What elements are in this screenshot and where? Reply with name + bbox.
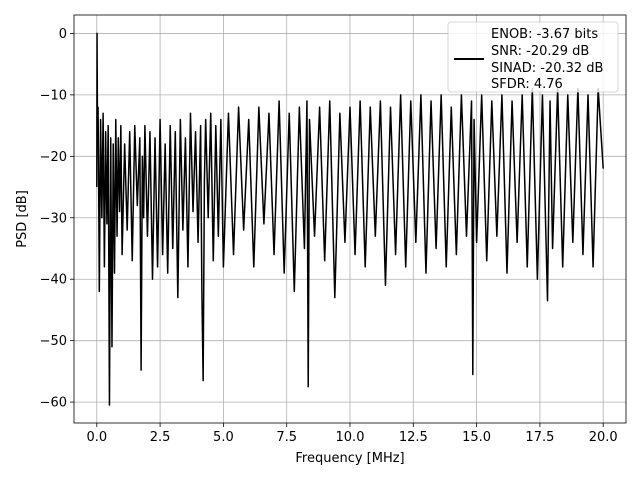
legend-box bbox=[447, 21, 619, 93]
x-tick-label: 17.5 bbox=[525, 430, 554, 445]
x-axis-label: Frequency [MHz] bbox=[295, 451, 404, 466]
data-layer bbox=[96, 32, 604, 406]
x-tick-label: 5.0 bbox=[213, 430, 234, 445]
x-tick-label: 10.0 bbox=[336, 430, 365, 445]
x-tick-label: 12.5 bbox=[399, 430, 428, 445]
y-tick-label: −50 bbox=[40, 334, 67, 349]
x-tick-label: 20.0 bbox=[589, 430, 618, 445]
y-axis: 0 −10 −20 −30 −40 −50 −60 bbox=[40, 27, 74, 411]
legend-sinad: SINAD: -20.32 dB bbox=[491, 61, 603, 76]
y-tick-label: −30 bbox=[40, 211, 67, 226]
y-axis-label: PSD [dB] bbox=[15, 190, 30, 248]
x-tick-label: 15.0 bbox=[462, 430, 491, 445]
y-tick-label: −60 bbox=[40, 396, 67, 411]
x-tick-label: 2.5 bbox=[150, 430, 171, 445]
legend-snr: SNR: -20.29 dB bbox=[491, 44, 589, 59]
y-tick-label: −40 bbox=[40, 273, 67, 288]
x-axis: 0.0 2.5 5.0 7.5 10.0 12.5 15.0 17.5 20.0 bbox=[86, 423, 618, 445]
y-tick-label: −10 bbox=[40, 88, 67, 103]
y-tick-label: −20 bbox=[40, 150, 67, 165]
psd-series-line bbox=[96, 32, 604, 406]
legend: ENOB: -3.67 bits SNR: -20.29 dB SINAD: -… bbox=[447, 21, 619, 93]
y-tick-label: 0 bbox=[59, 27, 67, 42]
x-tick-label: 7.5 bbox=[276, 430, 297, 445]
legend-enob: ENOB: -3.67 bits bbox=[491, 27, 598, 42]
x-tick-label: 0.0 bbox=[86, 430, 107, 445]
legend-sfdr: SFDR: 4.76 bbox=[491, 77, 563, 92]
